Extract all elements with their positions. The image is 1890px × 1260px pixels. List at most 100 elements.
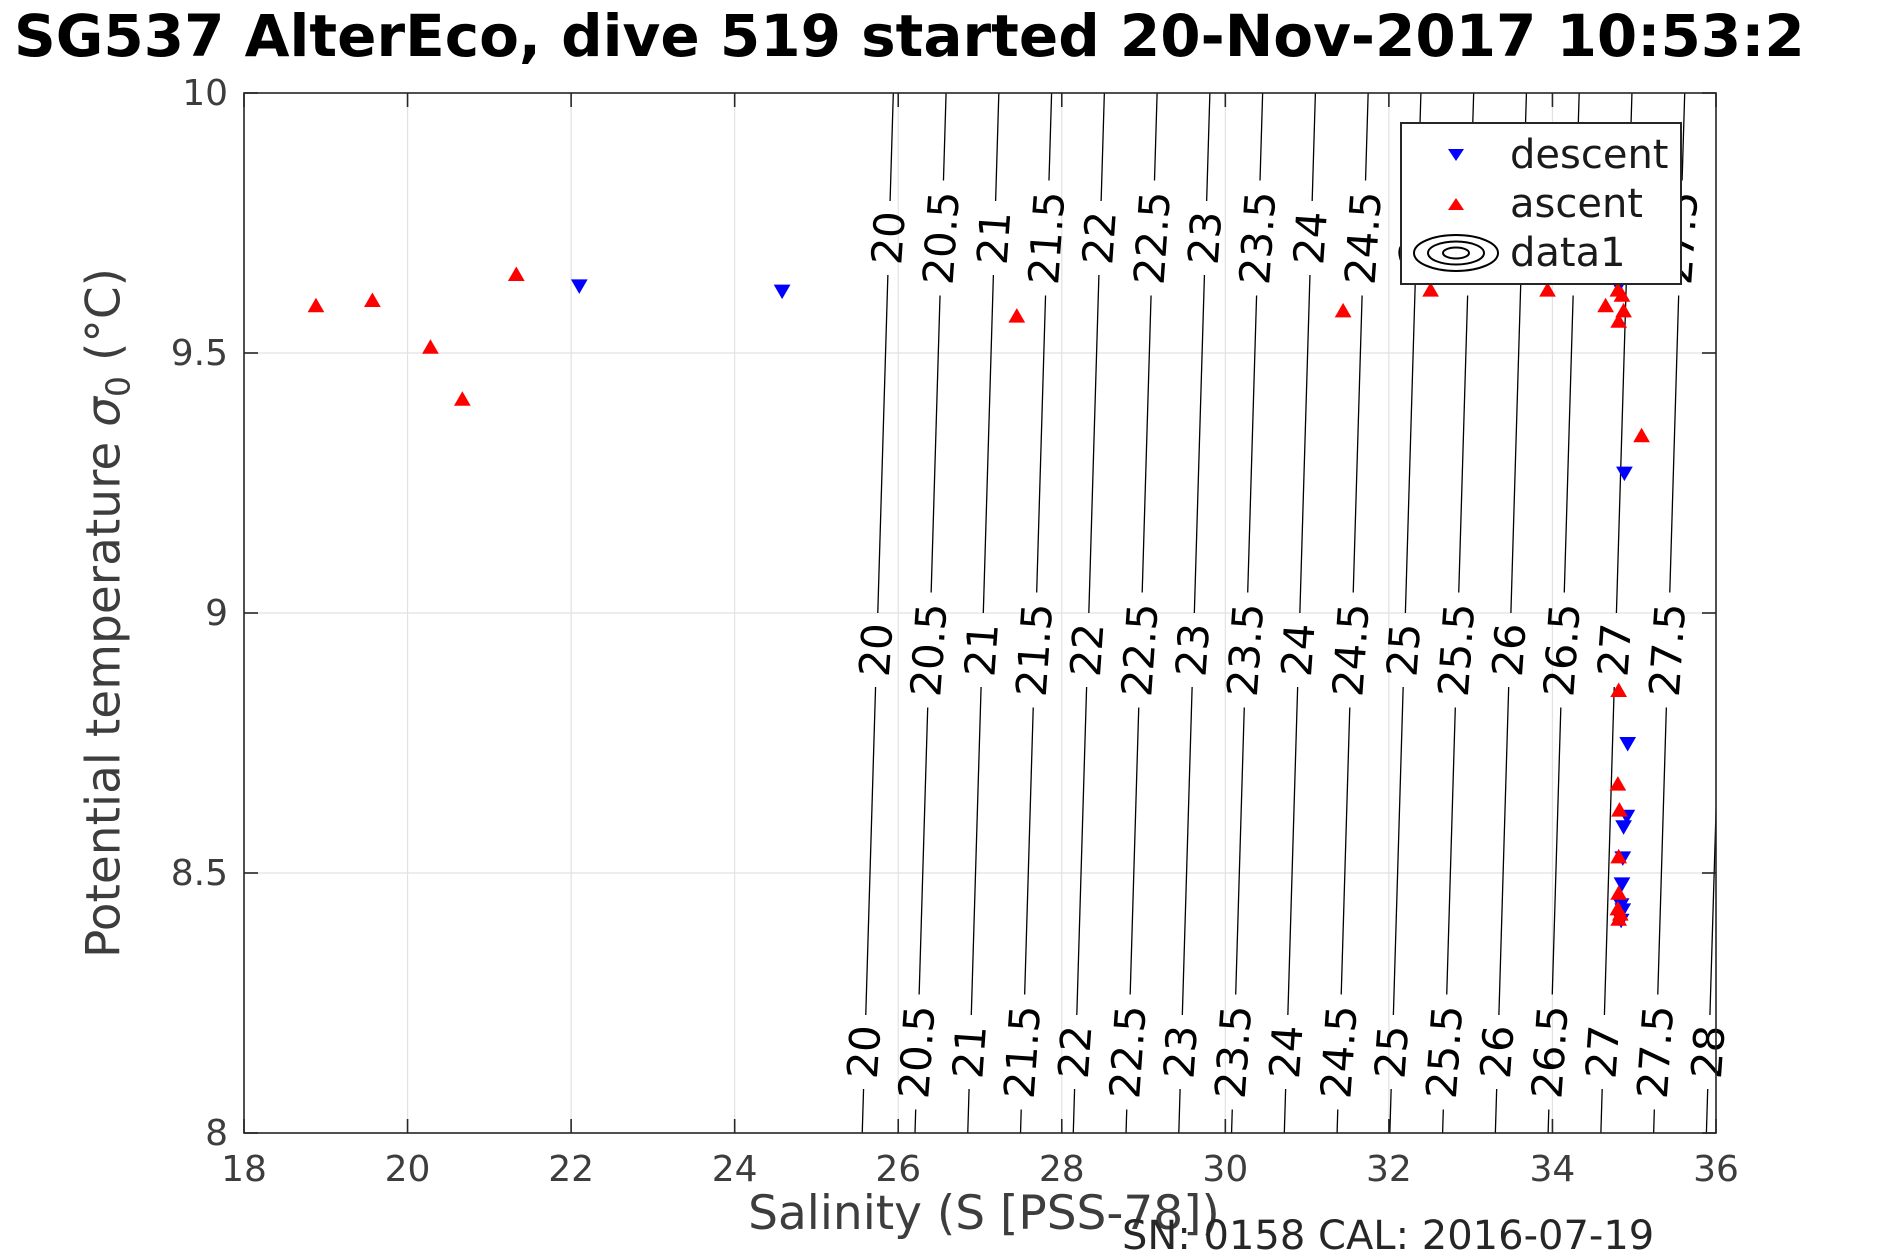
contour-label: 24 bbox=[1284, 210, 1337, 267]
x-tick-label: 32 bbox=[1366, 1149, 1412, 1190]
scatter-marker-descent bbox=[1615, 820, 1632, 835]
contour-label: 21.5 bbox=[995, 1004, 1050, 1101]
contour-label: 23.5 bbox=[1218, 602, 1273, 699]
contour-label: 26 bbox=[1483, 622, 1536, 679]
descent-marker-icon bbox=[1402, 148, 1510, 161]
contour-label: 27.5 bbox=[1628, 1004, 1683, 1101]
legend: descent ascent data1 bbox=[1400, 122, 1682, 285]
x-tick-label: 24 bbox=[712, 1149, 758, 1190]
sigma-subscript: 0 bbox=[98, 375, 138, 397]
scatter-marker-ascent bbox=[453, 391, 471, 406]
contour-label: 25.5 bbox=[1429, 602, 1484, 699]
scatter-marker-descent bbox=[1619, 737, 1637, 752]
contour-label: 20 bbox=[850, 622, 903, 679]
x-tick-label: 20 bbox=[385, 1149, 431, 1190]
y-axis-label-text: Potential temperature bbox=[76, 426, 132, 958]
contour-label: 22.5 bbox=[1100, 1004, 1155, 1101]
x-tick-label: 28 bbox=[1039, 1149, 1085, 1190]
contour-label: 25.5 bbox=[1417, 1004, 1472, 1101]
scatter-marker-descent bbox=[773, 284, 791, 300]
series-ascent bbox=[307, 266, 1650, 926]
scatter-marker-ascent bbox=[507, 266, 525, 281]
x-tick-label: 22 bbox=[548, 1149, 594, 1190]
legend-item-descent: descent bbox=[1402, 130, 1680, 179]
x-tick-label: 30 bbox=[1202, 1149, 1248, 1190]
contour-label: 23 bbox=[1166, 622, 1219, 679]
contour-label: 24.5 bbox=[1323, 602, 1378, 699]
scatter-marker-ascent bbox=[1611, 802, 1628, 817]
legend-item-data1: data1 bbox=[1402, 228, 1680, 277]
axis-ticks bbox=[243, 92, 1717, 1134]
scatter-marker-ascent bbox=[1422, 282, 1439, 297]
chart-title: SG537 AlterEco, dive 519 started 20-Nov-… bbox=[14, 2, 1805, 70]
scatter-marker-ascent bbox=[1610, 911, 1628, 926]
legend-label-ascent: ascent bbox=[1510, 180, 1643, 227]
contour-label: 21.5 bbox=[1019, 190, 1074, 287]
contour-label: 24.5 bbox=[1311, 1004, 1366, 1101]
scatter-marker-ascent bbox=[1597, 297, 1614, 313]
scatter-marker-ascent bbox=[307, 297, 325, 313]
contour-label: 25 bbox=[1365, 1024, 1418, 1081]
scatter-marker-ascent bbox=[1615, 302, 1632, 318]
y-tick-label: 9 bbox=[205, 593, 228, 634]
scatter-marker-ascent bbox=[1334, 302, 1352, 318]
contour-label: 23 bbox=[1154, 1024, 1207, 1081]
y-tick-label: 8 bbox=[205, 1113, 228, 1154]
contour-label: 23.5 bbox=[1206, 1004, 1261, 1101]
contour-rings-icon bbox=[1402, 231, 1510, 275]
scatter-marker-ascent bbox=[1539, 282, 1556, 297]
contour-label: 21 bbox=[968, 210, 1021, 267]
scatter-marker-ascent bbox=[1633, 427, 1650, 443]
contour-label: 22 bbox=[1073, 210, 1126, 267]
contour-label: 20 bbox=[838, 1024, 891, 1081]
scatter-marker-ascent bbox=[1610, 885, 1628, 900]
contour-label: 24 bbox=[1260, 1024, 1313, 1081]
sigma-symbol: σ bbox=[76, 396, 132, 427]
scatter-marker-descent bbox=[570, 279, 588, 294]
contour-label: 20.5 bbox=[914, 190, 969, 287]
contour-label: 23 bbox=[1179, 210, 1232, 267]
y-tick-labels: 8 8.5 9 9.5 10 bbox=[171, 73, 228, 1154]
contour-label: 24 bbox=[1272, 622, 1325, 679]
y-axis-unit: (°C) bbox=[76, 268, 132, 376]
ascent-marker-icon bbox=[1402, 197, 1510, 210]
contour-label: 22.5 bbox=[1112, 602, 1167, 699]
contour-label: 26 bbox=[1471, 1024, 1524, 1081]
scatter-marker-ascent bbox=[422, 339, 439, 354]
scatter-marker-descent bbox=[1616, 466, 1633, 482]
contour-label: 20.5 bbox=[901, 602, 956, 699]
x-tick-label: 34 bbox=[1530, 1149, 1576, 1190]
contour-label: 22 bbox=[1049, 1024, 1102, 1081]
y-tick-label: 10 bbox=[182, 73, 228, 114]
contour-labels: 20202020.520.520.521212121.521.521.52222… bbox=[838, 190, 1735, 1101]
contour-label: 22 bbox=[1061, 622, 1114, 679]
scatter-marker-descent bbox=[1613, 877, 1631, 892]
scatter-marker-ascent bbox=[1610, 313, 1628, 328]
x-axis-label: Salinity (S [PSS-78]) bbox=[748, 1186, 1220, 1241]
scatter-marker-ascent bbox=[1610, 682, 1628, 697]
scatter-marker-ascent bbox=[1610, 848, 1628, 864]
contour-label: 24.5 bbox=[1336, 190, 1391, 287]
contour-label: 20.5 bbox=[889, 1004, 944, 1101]
contour-label: 28 bbox=[1682, 1024, 1735, 1081]
serial-calibration-note: SN: 0158 CAL: 2016-07-19 bbox=[1122, 1213, 1655, 1259]
contour-label: 27.5 bbox=[1640, 602, 1695, 699]
x-tick-labels: 18 20 22 24 26 28 30 32 34 36 bbox=[221, 1149, 1739, 1190]
y-tick-label: 8.5 bbox=[171, 853, 228, 894]
contour-label: 26.5 bbox=[1522, 1004, 1577, 1101]
scatter-marker-ascent bbox=[1008, 308, 1026, 323]
scatter-marker-ascent bbox=[1613, 287, 1631, 302]
contour-label: 21 bbox=[943, 1024, 996, 1081]
contour-label: 27 bbox=[1576, 1024, 1629, 1081]
y-tick-label: 9.5 bbox=[171, 333, 228, 374]
contour-label: 21.5 bbox=[1007, 602, 1062, 699]
contour-label: 25 bbox=[1377, 622, 1430, 679]
contour-label: 23.5 bbox=[1230, 190, 1285, 287]
contour-label: 20 bbox=[862, 210, 915, 267]
legend-label-descent: descent bbox=[1510, 131, 1669, 178]
contour-label: 21 bbox=[955, 622, 1008, 679]
y-axis-label: Potential temperature σ0 (°C) bbox=[76, 268, 137, 958]
x-tick-label: 18 bbox=[221, 1149, 267, 1190]
